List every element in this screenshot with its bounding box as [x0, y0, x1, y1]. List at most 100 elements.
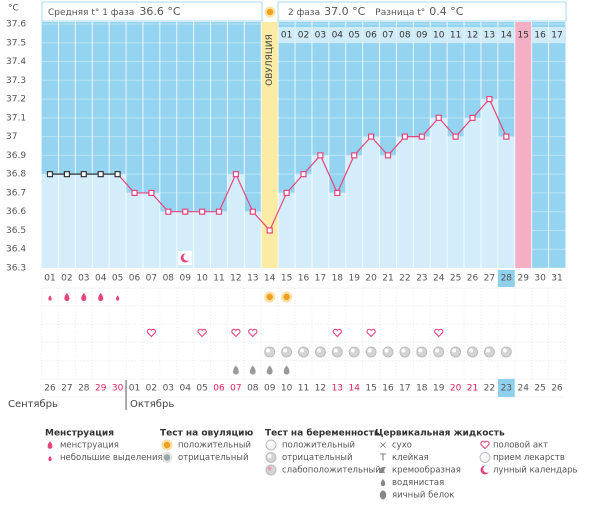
date-label: 21 — [467, 384, 478, 394]
phase2-day-label: 02 — [298, 31, 309, 41]
date-label: 19 — [433, 384, 445, 394]
phase1-label: Средняя t° 1 фаза — [48, 8, 134, 18]
y-tick-label: 36.9 — [6, 151, 26, 161]
phase2-day-label: 17 — [551, 31, 562, 41]
bar — [295, 174, 312, 268]
pregnancy-test-icon — [500, 346, 512, 358]
phase2-cell — [278, 27, 295, 43]
icon-part — [452, 348, 457, 353]
legend-icon — [479, 452, 491, 463]
icon-part — [350, 348, 355, 353]
x-tick-label: 26 — [467, 274, 479, 284]
phase2-cell — [481, 27, 498, 43]
icon-part — [479, 452, 491, 463]
phase2-cell — [346, 27, 363, 43]
icon-part — [483, 465, 491, 473]
bar — [278, 192, 296, 268]
phase2-day-label: 14 — [501, 31, 513, 41]
temperature-marker — [215, 208, 223, 215]
temperature-marker — [486, 95, 493, 103]
x-tick-label: 03 — [78, 274, 89, 284]
icon-part — [283, 348, 288, 353]
phase2-cell — [295, 27, 312, 43]
date-label: 08 — [247, 384, 259, 394]
legend-title: Цервикальная жидкость — [375, 429, 505, 439]
date-label: 20 — [450, 384, 462, 394]
x-tick-label: 14 — [264, 274, 276, 284]
egg-white-icon — [283, 365, 290, 375]
intercourse-icon — [146, 328, 157, 338]
temperature-marker — [199, 208, 206, 215]
legend-icon — [380, 479, 386, 486]
legend-item: небольшие выделения — [60, 453, 163, 463]
legend-item: менструация — [60, 441, 119, 451]
x-tick-label: 13 — [247, 274, 258, 284]
diff-value: 0.4 °C — [429, 5, 463, 18]
phase2-cell — [312, 27, 329, 43]
bar — [413, 136, 431, 268]
legend-icon — [47, 441, 53, 449]
legend-item: прием лекарств — [493, 453, 565, 463]
phase2-day-label: 06 — [365, 31, 377, 41]
date-label: 07 — [230, 384, 241, 394]
phase2-day-label: 10 — [433, 31, 445, 41]
legend-title: Тест на беременность — [265, 428, 380, 439]
temperature-marker — [384, 152, 392, 159]
legend-icon — [161, 452, 173, 463]
date-label: 29 — [95, 384, 107, 394]
intercourse-icon — [248, 328, 258, 338]
temperature-marker — [334, 189, 341, 197]
x-tick-label: 06 — [129, 274, 141, 284]
icon-part — [500, 346, 512, 358]
pregnancy-test-icon — [416, 346, 428, 358]
date-label: 14 — [348, 384, 360, 394]
phase2-day-label: 12 — [467, 31, 478, 41]
pregnancy-test-icon — [281, 346, 293, 358]
legend-item: положительный — [282, 441, 355, 451]
legend-icon — [265, 464, 277, 476]
x-tick-label: 20 — [365, 274, 377, 284]
phase2-cell — [396, 27, 413, 43]
bar — [480, 99, 498, 268]
x-tick-label: 08 — [163, 274, 175, 284]
icon-part — [267, 454, 272, 458]
date-label: 28 — [78, 384, 90, 394]
x-tick-label: 16 — [298, 274, 310, 284]
y-tick-label: 36.4 — [6, 245, 26, 255]
temperature-marker — [317, 152, 324, 159]
phase2-day-label: 07 — [382, 31, 393, 41]
phase2-day-label: 13 — [484, 31, 495, 41]
header-text: 2 фаза 37.0 °C Разница t° 0.4 °C — [288, 5, 464, 18]
bar — [379, 155, 397, 268]
date-label: 26 — [44, 384, 56, 394]
date-label: 15 — [365, 384, 376, 394]
icon-part — [416, 346, 428, 358]
x-tick-label: 24 — [433, 274, 445, 284]
icon-part — [267, 466, 272, 471]
intercourse-icon — [366, 328, 376, 338]
legend-icon — [48, 455, 52, 462]
y-tick-label: 37.6 — [6, 20, 26, 30]
icon-part — [502, 348, 507, 353]
temperature-marker — [351, 152, 358, 159]
pregnancy-test-icon — [382, 346, 394, 358]
egg-white-icon — [249, 365, 256, 375]
bar — [75, 174, 93, 268]
y-axis-label: °C — [8, 4, 19, 14]
temperature-marker — [249, 208, 256, 215]
ovulation-test-icon — [264, 291, 276, 303]
y-tick-label: 37.2 — [6, 95, 26, 105]
phase2-day-label: 01 — [281, 31, 292, 41]
bar — [159, 211, 177, 268]
temperature-marker — [80, 171, 87, 178]
phase2-day-label: 15 — [517, 31, 528, 41]
legend-item: водянистая — [392, 478, 444, 488]
temperature-marker — [97, 171, 104, 178]
bar — [497, 136, 515, 268]
icon-part — [485, 348, 490, 353]
x-tick-label: 12 — [230, 274, 241, 284]
pregnancy-test-icon — [264, 346, 276, 358]
expected-period-column — [514, 22, 532, 268]
icon-part — [300, 348, 304, 353]
